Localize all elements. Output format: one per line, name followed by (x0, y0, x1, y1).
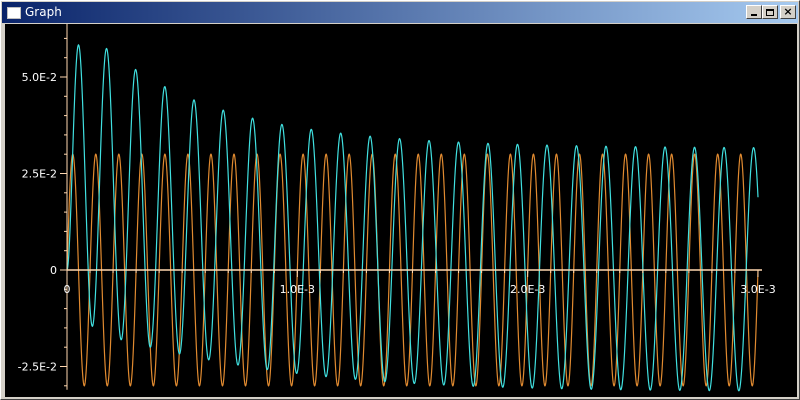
close-icon: × (783, 7, 792, 17)
window-icon[interactable] (7, 7, 21, 19)
maximize-button[interactable] (762, 5, 778, 19)
minimize-icon (751, 14, 757, 16)
y-tick-label: -2.5E-2 (18, 361, 57, 374)
graph-canvas: 5.0E-2 2.5E-2 0 -2.5E-2 0 1.0E-3 2.0E-3 3.0E-3 (5, 24, 797, 397)
x-tick-label: 1.0E-3 (280, 283, 315, 296)
title-bar[interactable]: Graph × (2, 2, 798, 23)
y-tick-label: 0 (50, 264, 57, 277)
plot-area: 5.0E-2 2.5E-2 0 -2.5E-2 0 1.0E-3 2.0E-3 3.0E-3 (5, 24, 797, 397)
x-tick-label: 3.0E-3 (740, 283, 775, 296)
window-title: Graph (25, 2, 62, 23)
y-tick-label: 2.5E-2 (22, 168, 57, 181)
series-line-2 (67, 45, 758, 391)
minimize-button[interactable] (746, 5, 762, 19)
maximize-icon (766, 9, 774, 16)
x-tick-label: 2.0E-3 (510, 283, 545, 296)
y-tick-label: 5.0E-2 (22, 71, 57, 84)
x-tick-label: 0 (64, 283, 71, 296)
window-controls: × (746, 5, 796, 19)
close-button[interactable]: × (780, 5, 796, 19)
